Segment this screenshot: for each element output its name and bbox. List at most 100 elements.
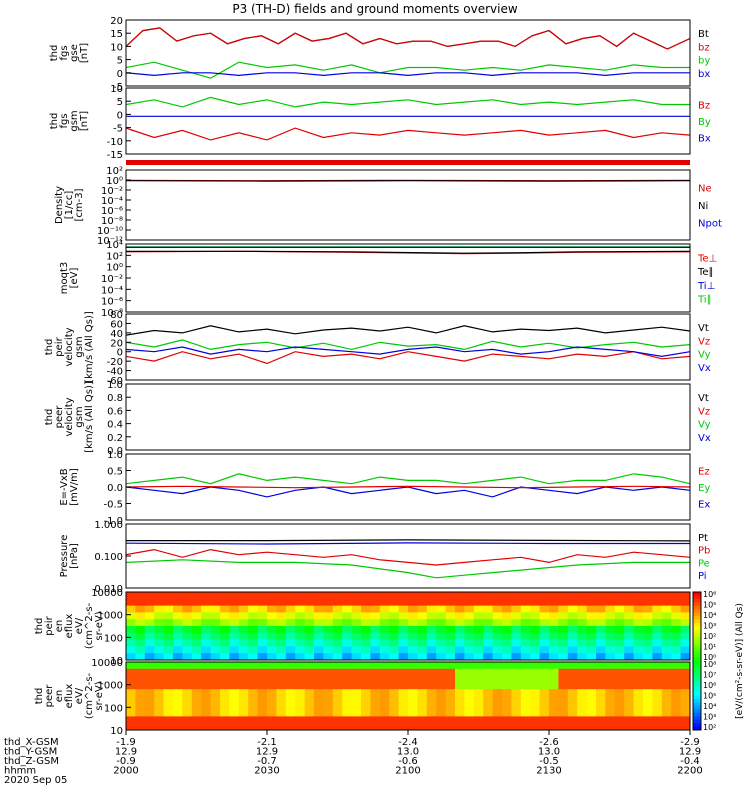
y-tick-label: 0.4	[107, 420, 123, 431]
heat-cell	[276, 640, 286, 647]
heat-cell	[455, 682, 465, 689]
heat-cell	[634, 633, 644, 640]
heat-cell	[192, 676, 202, 683]
heat-cell	[577, 599, 587, 606]
heat-cell	[248, 592, 258, 599]
heat-cell	[352, 676, 362, 683]
heat-cell	[643, 662, 653, 669]
heat-cell	[511, 716, 521, 723]
heat-cell	[267, 612, 277, 619]
heat-cell	[634, 646, 644, 653]
heat-cell	[634, 599, 644, 606]
heat-cell	[258, 669, 268, 676]
heat-cell	[549, 626, 559, 633]
heat-cell	[540, 723, 550, 730]
heat-cell	[276, 599, 286, 606]
heat-cell	[314, 646, 324, 653]
heat-cell	[258, 696, 268, 703]
heat-cell	[333, 696, 343, 703]
heat-cell	[577, 669, 587, 676]
y-axis-label: thdpeervelocitygsm[km/s (All Qs)]	[44, 381, 95, 453]
heat-cell	[493, 606, 503, 613]
y-tick-label: 10⁻²	[101, 274, 123, 285]
colorbar-cell	[693, 661, 701, 665]
heat-cell	[239, 633, 249, 640]
heat-cell	[615, 676, 625, 683]
heat-cell	[145, 626, 155, 633]
colorbar-cell	[693, 699, 701, 703]
heat-cell	[502, 689, 512, 696]
heat-cell	[596, 723, 606, 730]
heat-cell	[286, 662, 296, 669]
heat-cell	[248, 716, 258, 723]
heat-cell	[681, 606, 691, 613]
y-tick-label: 10⁻⁴	[101, 285, 123, 296]
heat-cell	[455, 703, 465, 710]
heat-cell	[248, 689, 258, 696]
heat-cell	[549, 696, 559, 703]
heat-cell	[502, 612, 512, 619]
heat-cell	[427, 612, 437, 619]
heat-cell	[211, 723, 221, 730]
heat-cell	[615, 669, 625, 676]
heat-cell	[662, 653, 672, 660]
heat-cell	[643, 682, 653, 689]
heat-cell	[399, 696, 409, 703]
heat-cell	[323, 646, 333, 653]
heat-cell	[615, 633, 625, 640]
colorbar-cell	[693, 620, 701, 624]
heat-cell	[164, 669, 174, 676]
heat-cell	[671, 716, 681, 723]
heat-cell	[662, 662, 672, 669]
heat-cell	[333, 662, 343, 669]
heat-cell	[352, 723, 362, 730]
heat-cell	[436, 646, 446, 653]
y-tick-label: 10⁻⁶	[101, 297, 123, 308]
heat-cell	[502, 703, 512, 710]
heat-cell	[154, 640, 164, 647]
heat-cell	[408, 640, 418, 647]
heat-cell	[549, 592, 559, 599]
series-Pt	[126, 540, 690, 541]
heat-cell	[652, 676, 662, 683]
heat-cell	[126, 640, 136, 647]
heat-cell	[276, 633, 286, 640]
heat-cell	[493, 599, 503, 606]
heat-cell	[380, 689, 390, 696]
heat-cell	[239, 676, 249, 683]
heat-cell	[201, 682, 211, 689]
heat-cell	[474, 696, 484, 703]
heat-cell	[267, 696, 277, 703]
heat-cell	[295, 716, 305, 723]
heat-cell	[587, 716, 597, 723]
heat-cell	[201, 662, 211, 669]
plot-title: P3 (TH-D) fields and ground moments over…	[232, 2, 517, 16]
heat-cell	[333, 676, 343, 683]
heat-cell	[145, 696, 155, 703]
heat-cell	[558, 723, 568, 730]
heat-cell	[276, 710, 286, 717]
heat-cell	[455, 696, 465, 703]
heat-cell	[681, 626, 691, 633]
heat-cell	[455, 716, 465, 723]
heat-cell	[276, 606, 286, 613]
heat-cell	[314, 723, 324, 730]
heat-cell	[192, 653, 202, 660]
heat-cell	[521, 689, 531, 696]
heat-cell	[211, 592, 221, 599]
heat-cell	[361, 653, 371, 660]
heat-cell	[624, 723, 634, 730]
heat-cell	[549, 599, 559, 606]
heat-cell	[577, 676, 587, 683]
heat-cell	[323, 606, 333, 613]
panel-frame	[126, 20, 690, 86]
heat-cell	[154, 689, 164, 696]
heat-cell	[211, 710, 221, 717]
heat-cell	[333, 606, 343, 613]
heat-cell	[267, 599, 277, 606]
heat-cell	[211, 682, 221, 689]
heat-cell	[305, 696, 315, 703]
heat-cell	[596, 716, 606, 723]
heat-cell	[587, 669, 597, 676]
heat-cell	[474, 723, 484, 730]
